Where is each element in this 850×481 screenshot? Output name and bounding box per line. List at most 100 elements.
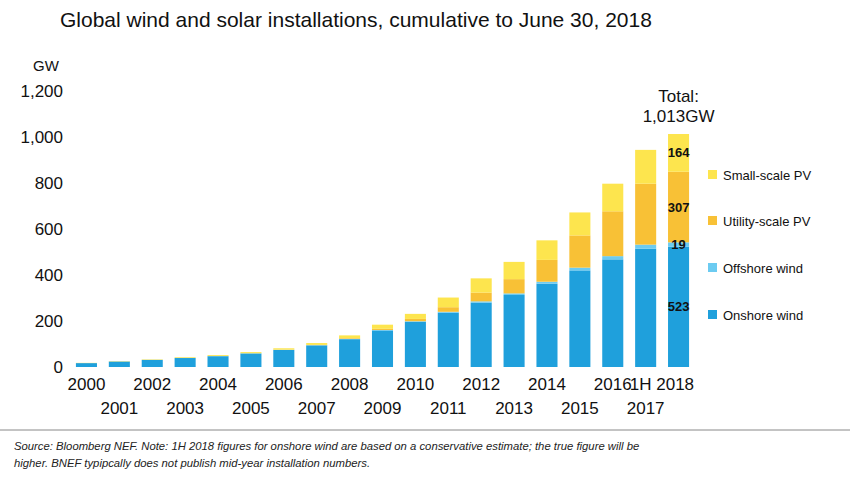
bar-segment xyxy=(405,314,426,319)
bar-segment xyxy=(602,211,623,256)
source-note: higher. BNEF typipcally does not publish… xyxy=(14,457,370,469)
bar-segment xyxy=(208,356,229,357)
bar-segment xyxy=(372,329,393,330)
data-label: 307 xyxy=(668,200,690,215)
bar-segment xyxy=(175,357,196,358)
x-tick-label: 2000 xyxy=(68,375,106,394)
bar-segment xyxy=(504,295,525,367)
legend-swatch xyxy=(708,310,717,319)
bar-segment xyxy=(471,278,492,292)
bar-segment xyxy=(635,184,656,245)
bar-segment xyxy=(109,361,130,362)
x-tick-label: 2013 xyxy=(495,399,533,418)
bar-segment xyxy=(339,335,360,338)
x-tick-label: 2005 xyxy=(232,399,270,418)
data-label: 164 xyxy=(668,145,690,160)
x-tick-label: 2007 xyxy=(298,399,336,418)
title: Global wind and solar installations, cum… xyxy=(60,8,652,31)
bar-segment xyxy=(339,338,360,339)
bar-segment xyxy=(372,329,393,330)
bar-segment xyxy=(569,235,590,267)
bar-segment xyxy=(536,282,557,284)
x-tick-label: 2017 xyxy=(627,399,665,418)
legend-swatch xyxy=(708,216,717,225)
bar-segment xyxy=(569,268,590,271)
x-tick-label: 1H 2018 xyxy=(630,375,694,394)
data-label: 19 xyxy=(671,237,685,252)
data-label: 523 xyxy=(668,299,690,314)
bar-segment xyxy=(175,357,196,359)
bar-segment xyxy=(175,358,196,367)
bar-segment xyxy=(142,359,163,360)
x-tick-label: 2015 xyxy=(561,399,599,418)
x-tick-label: 2012 xyxy=(462,375,500,394)
bar-segment xyxy=(569,270,590,367)
legend-label: Small-scale PV xyxy=(723,168,811,183)
bar-segment xyxy=(504,293,525,295)
bar-segment xyxy=(109,361,130,362)
y-tick-label: 1,200 xyxy=(20,82,63,101)
bar-segment xyxy=(635,249,656,367)
bar-segment xyxy=(240,353,261,367)
bar-segment xyxy=(208,356,229,357)
y-tick-label: 0 xyxy=(54,358,63,377)
bar-segment xyxy=(142,359,163,360)
legend-label: Utility-scale PV xyxy=(723,214,811,229)
bar-segment xyxy=(602,256,623,259)
bar-segment xyxy=(76,362,97,363)
bar-segment xyxy=(240,353,261,354)
bars xyxy=(76,134,689,367)
y-tick-label: 400 xyxy=(35,266,63,285)
x-tick-label: 2001 xyxy=(100,399,138,418)
annotation: Total: xyxy=(658,87,699,106)
x-tick-label: 2004 xyxy=(199,375,237,394)
legend-swatch xyxy=(708,170,717,179)
bar-segment xyxy=(668,172,689,243)
bar-segment xyxy=(405,319,426,321)
x-tick-label: 2010 xyxy=(396,375,434,394)
bar-segment xyxy=(372,330,393,367)
x-tick-label: 2009 xyxy=(364,399,402,418)
bar-segment xyxy=(175,357,196,358)
y-tick-label: 600 xyxy=(35,220,63,239)
axis-label: GW xyxy=(33,57,60,74)
annotation: 1,013GW xyxy=(643,107,715,126)
bar-segment xyxy=(208,355,229,357)
y-tick-label: 1,000 xyxy=(20,128,63,147)
bar-segment xyxy=(208,356,229,367)
bar-segment xyxy=(668,247,689,367)
x-tick-label: 2008 xyxy=(331,375,369,394)
bar-segment xyxy=(471,301,492,302)
bar-segment xyxy=(536,260,557,282)
bar-segment xyxy=(76,363,97,364)
y-tick-label: 200 xyxy=(35,312,63,331)
bar-segment xyxy=(635,245,656,249)
legend: Small-scale PV Utility-scale PV Offshore w… xyxy=(708,168,811,323)
bar-segment xyxy=(339,339,360,367)
bar-segment xyxy=(273,349,294,350)
bar-segment xyxy=(273,350,294,367)
bar-segment xyxy=(504,279,525,293)
x-tick-label: 2014 xyxy=(528,375,566,394)
bar-segment xyxy=(635,150,656,184)
bar-segment xyxy=(142,359,163,360)
chart: Global wind and solar installations, cum… xyxy=(0,0,850,481)
bar-segment xyxy=(536,240,557,260)
bar-segment xyxy=(240,353,261,354)
bar-segment xyxy=(109,361,130,367)
bar-segment xyxy=(504,262,525,279)
data-labels: 523 19 307 164 xyxy=(668,145,690,314)
bar-segment xyxy=(273,349,294,350)
bar-segment xyxy=(536,284,557,367)
bar-segment xyxy=(306,345,327,367)
bar-segment xyxy=(438,307,459,312)
y-tick-label: 800 xyxy=(35,174,63,193)
bar-segment xyxy=(602,259,623,367)
bar-segment xyxy=(273,348,294,349)
bar-segment xyxy=(438,313,459,367)
legend-label: Offshore wind xyxy=(723,261,803,276)
separator xyxy=(0,430,850,431)
bar-segment xyxy=(471,303,492,367)
bar-segment xyxy=(142,360,163,367)
x-tick-label: 2002 xyxy=(133,375,171,394)
